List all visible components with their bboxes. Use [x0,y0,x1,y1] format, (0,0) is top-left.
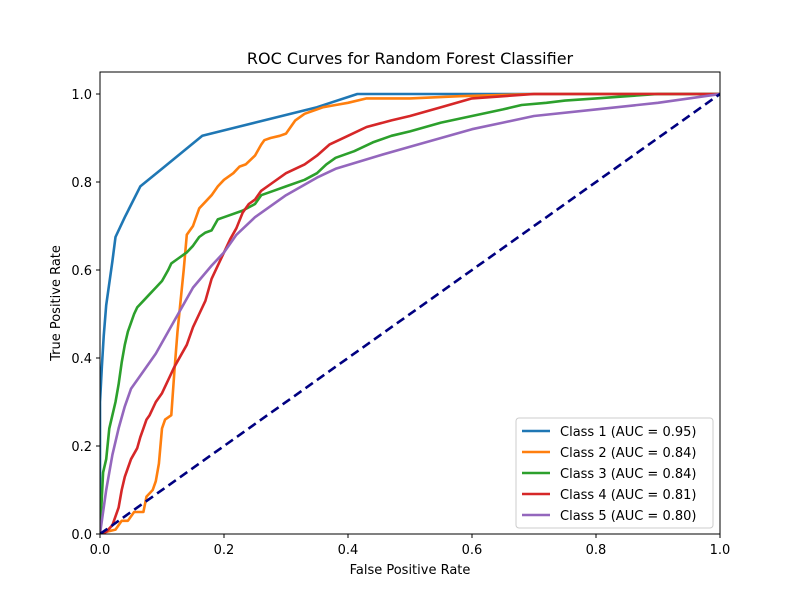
y-tick-label: 1.0 [71,88,92,103]
legend-label-class-2: Class 2 (AUC = 0.84) [560,446,696,461]
roc-curve-class-4 [100,92,720,534]
legend-label-class-1: Class 1 (AUC = 0.95) [560,425,696,440]
chart-title: ROC Curves for Random Forest Classifier [247,49,574,68]
chance-diagonal-line [100,92,720,534]
legend-label-class-5: Class 5 (AUC = 0.80) [560,509,696,524]
y-tick-label: 0.2 [71,440,92,455]
y-tick-label: 0.4 [71,352,92,367]
roc-curve-class-2 [100,92,720,534]
x-tick-label: 0.8 [586,543,607,558]
x-tick-label: 0.4 [338,543,359,558]
legend-box [515,417,714,529]
legend-label-class-3: Class 3 (AUC = 0.84) [560,467,696,482]
legend-label-class-4: Class 4 (AUC = 0.81) [560,488,696,503]
x-tick-label: 0.2 [214,543,235,558]
x-tick-label: 0.0 [90,543,111,558]
legend: Class 1 (AUC = 0.95) Class 2 (AUC = 0.84)… [515,417,714,529]
x-axis-ticks: 0.0 0.2 0.4 0.6 0.8 1.0 [90,534,731,558]
y-axis-label: True Positive Rate [49,245,64,362]
x-axis-label: False Positive Rate [350,563,471,578]
roc-curve-class-3 [100,92,720,534]
roc-curve-class-5 [100,92,720,534]
y-tick-label: 0.8 [71,176,92,191]
plot-lines [100,92,720,534]
y-tick-label: 0.6 [71,264,92,279]
y-axis-ticks: 0.0 0.2 0.4 0.6 0.8 1.0 [71,88,100,543]
axes-frame [99,71,721,535]
x-tick-label: 1.0 [710,543,731,558]
y-tick-label: 0.0 [71,528,92,543]
x-tick-label: 0.6 [462,543,483,558]
